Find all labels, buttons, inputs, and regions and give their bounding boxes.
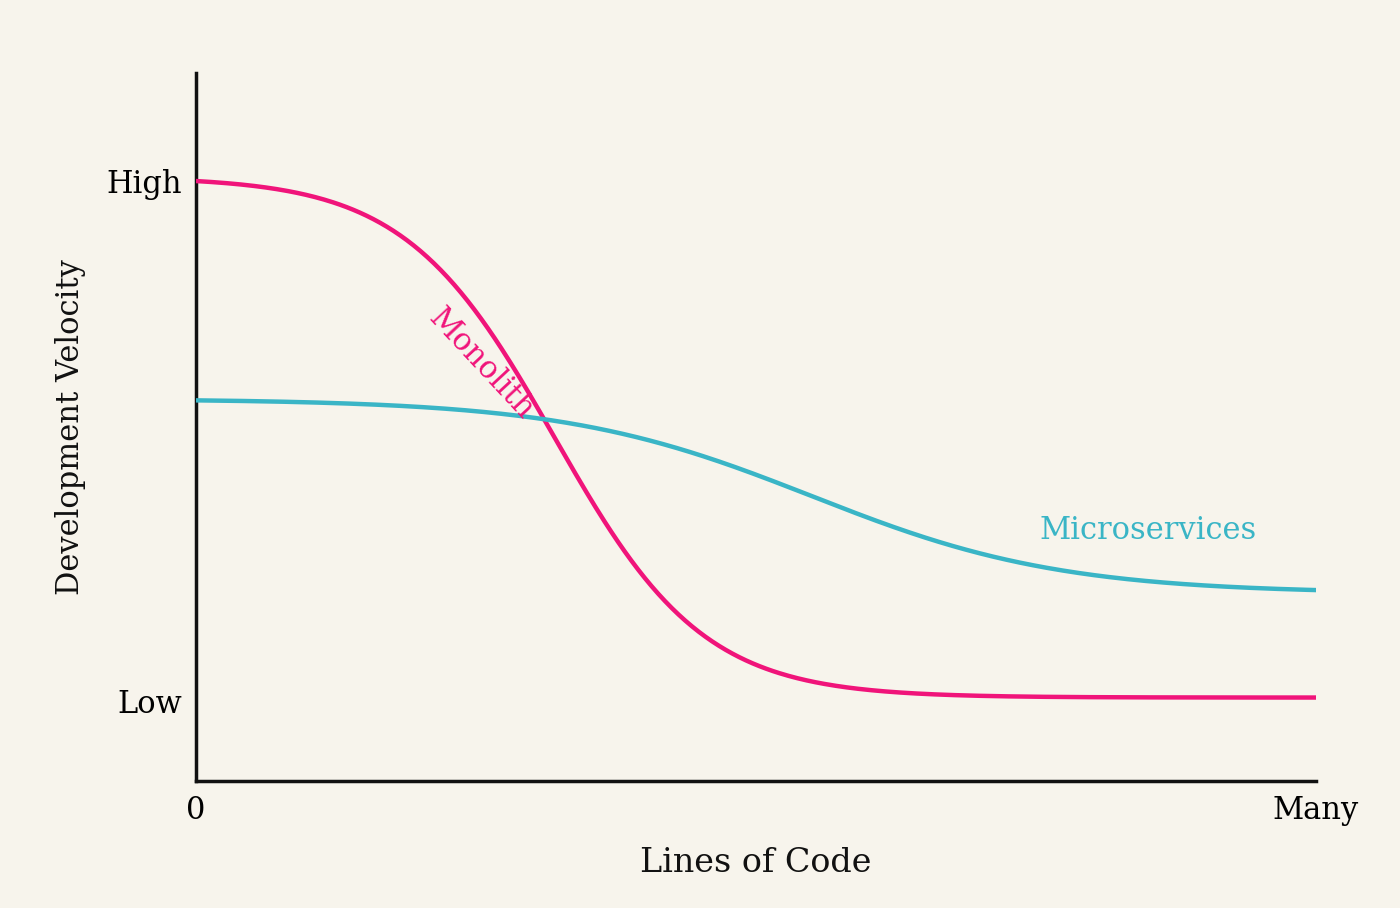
Y-axis label: Development Velocity: Development Velocity [55, 259, 85, 595]
X-axis label: Lines of Code: Lines of Code [640, 846, 872, 879]
Text: Monolith: Monolith [423, 302, 540, 426]
Text: Microservices: Microservices [1039, 516, 1257, 547]
